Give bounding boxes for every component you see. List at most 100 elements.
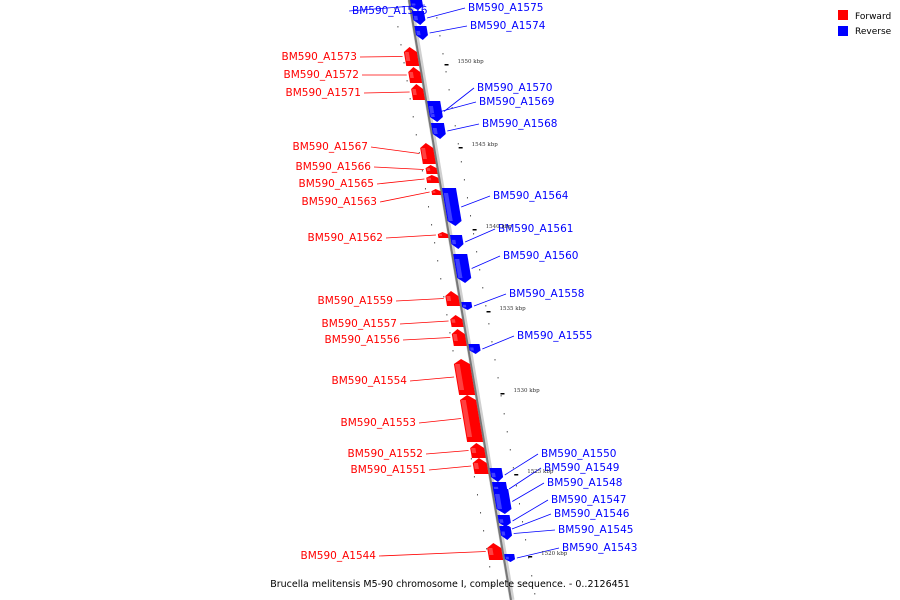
gene-arrow[interactable] xyxy=(431,189,442,195)
gene-block[interactable] xyxy=(430,123,447,139)
gene-arrow[interactable] xyxy=(469,443,486,458)
gene-arrow[interactable] xyxy=(504,554,516,562)
gene-block[interactable] xyxy=(469,443,486,458)
gene-label[interactable]: BM590_A1545 xyxy=(558,524,633,536)
gene-label[interactable]: BM590_A1544 xyxy=(301,550,377,562)
gene-block[interactable] xyxy=(410,84,425,100)
gene-label[interactable]: BM590_A1546 xyxy=(554,508,630,520)
gene-block[interactable] xyxy=(499,527,513,540)
gene-label[interactable]: BM590_A1558 xyxy=(509,288,584,300)
gene-block[interactable] xyxy=(427,101,444,122)
gene-arrow[interactable] xyxy=(453,254,472,283)
track-dot xyxy=(443,296,445,298)
gene-arrow[interactable] xyxy=(486,543,504,560)
gene-arrow[interactable] xyxy=(497,515,512,527)
gene-block[interactable] xyxy=(419,143,436,164)
gene-arrow[interactable] xyxy=(430,123,447,139)
gene-arrow[interactable] xyxy=(441,188,462,226)
gene-arrow[interactable] xyxy=(489,468,504,482)
gene-block[interactable] xyxy=(425,165,438,174)
gene-arrow[interactable] xyxy=(425,165,438,174)
gene-label[interactable]: BM590_A1551 xyxy=(351,464,426,476)
gene-block[interactable] xyxy=(431,189,442,195)
gene-label[interactable]: BM590_A1575 xyxy=(468,2,543,14)
gene-label[interactable]: BM590_A1572 xyxy=(284,69,359,81)
gene-label[interactable]: BM590_A1571 xyxy=(286,87,361,99)
gene-label[interactable]: BM590_A1559 xyxy=(318,295,393,307)
gene-label[interactable]: BM590_A1567 xyxy=(293,141,368,153)
gene-block[interactable] xyxy=(504,554,516,562)
gene-arrow[interactable] xyxy=(472,458,489,474)
gene-label[interactable]: BM590_A1576 xyxy=(352,5,428,17)
gene-label[interactable]: BM590_A1555 xyxy=(517,330,592,342)
gene-label[interactable]: BM590_A1561 xyxy=(498,223,573,235)
gene-arrow[interactable] xyxy=(449,235,464,249)
gene-arrow[interactable] xyxy=(453,359,476,395)
gene-label[interactable]: BM590_A1564 xyxy=(493,190,569,202)
gene-block[interactable] xyxy=(403,47,420,66)
gene-block[interactable] xyxy=(461,302,473,310)
gene-label[interactable]: BM590_A1570 xyxy=(477,82,552,94)
gene-arrow[interactable] xyxy=(468,344,481,354)
gene-block[interactable] xyxy=(468,344,481,354)
gene-block[interactable] xyxy=(453,359,476,395)
gene-label[interactable]: BM590_A1565 xyxy=(299,178,374,190)
gene-arrow[interactable] xyxy=(499,527,513,540)
gene-label[interactable]: BM590_A1562 xyxy=(308,232,383,244)
gene-arrow[interactable] xyxy=(410,84,425,100)
gene-label[interactable]: BM590_A1547 xyxy=(551,494,626,506)
gene-arrow[interactable] xyxy=(414,26,428,40)
gene-leader-line xyxy=(379,191,430,203)
gene-label[interactable]: BM590_A1552 xyxy=(348,448,423,460)
kbp-tick-label: 1545 kbp xyxy=(472,142,499,148)
gene-arrow[interactable] xyxy=(419,143,436,164)
gene-arrow[interactable] xyxy=(411,11,426,25)
gene-label[interactable]: BM590_A1568 xyxy=(482,118,557,130)
gene-arrow[interactable] xyxy=(461,302,473,310)
gene-label[interactable]: BM590_A1574 xyxy=(470,20,546,32)
gene-label[interactable]: BM590_A1543 xyxy=(562,542,637,554)
gene-leader-line xyxy=(447,123,480,132)
gene-block[interactable] xyxy=(414,26,428,40)
gene-label[interactable]: BM590_A1573 xyxy=(282,51,357,63)
gene-block[interactable] xyxy=(486,543,504,560)
gene-block[interactable] xyxy=(472,458,489,474)
gene-block[interactable] xyxy=(451,329,467,346)
gene-block[interactable] xyxy=(407,67,423,83)
gene-block[interactable] xyxy=(489,468,504,482)
gene-label[interactable]: BM590_A1560 xyxy=(503,250,578,262)
gene-block[interactable] xyxy=(493,489,512,514)
gene-label[interactable]: BM590_A1550 xyxy=(541,448,616,460)
gene-arrow[interactable] xyxy=(493,489,512,514)
gene-label[interactable]: BM590_A1557 xyxy=(322,318,397,330)
gene-block[interactable] xyxy=(444,291,461,306)
gene-block[interactable] xyxy=(450,315,464,327)
gene-block[interactable] xyxy=(426,175,440,183)
gene-label[interactable]: BM590_A1554 xyxy=(332,375,408,387)
gene-label[interactable]: BM590_A1569 xyxy=(479,96,554,108)
gene-label[interactable]: BM590_A1548 xyxy=(547,477,622,489)
gene-label[interactable]: BM590_A1563 xyxy=(302,196,377,208)
gene-arrow[interactable] xyxy=(444,291,461,306)
gene-arrow[interactable] xyxy=(437,232,449,238)
gene-arrow[interactable] xyxy=(450,315,464,327)
gene-arrow[interactable] xyxy=(410,0,424,10)
gene-arrow[interactable] xyxy=(451,329,467,346)
gene-block[interactable] xyxy=(441,188,462,226)
gene-label[interactable]: BM590_A1553 xyxy=(341,417,416,429)
gene-arrow[interactable] xyxy=(426,175,440,183)
gene-arrow[interactable] xyxy=(403,47,420,66)
gene-arrow[interactable] xyxy=(459,395,484,442)
gene-block[interactable] xyxy=(411,11,426,25)
gene-arrow[interactable] xyxy=(427,101,444,122)
gene-label[interactable]: BM590_A1556 xyxy=(325,334,401,346)
gene-block[interactable] xyxy=(453,254,472,283)
gene-block[interactable] xyxy=(449,235,464,249)
gene-block[interactable] xyxy=(437,232,449,238)
gene-block[interactable] xyxy=(497,515,512,527)
gene-label[interactable]: BM590_A1566 xyxy=(296,161,372,173)
gene-label[interactable]: BM590_A1549 xyxy=(544,462,619,474)
gene-block[interactable] xyxy=(459,395,484,442)
gene-highlight xyxy=(470,347,474,351)
gene-arrow[interactable] xyxy=(407,67,423,83)
